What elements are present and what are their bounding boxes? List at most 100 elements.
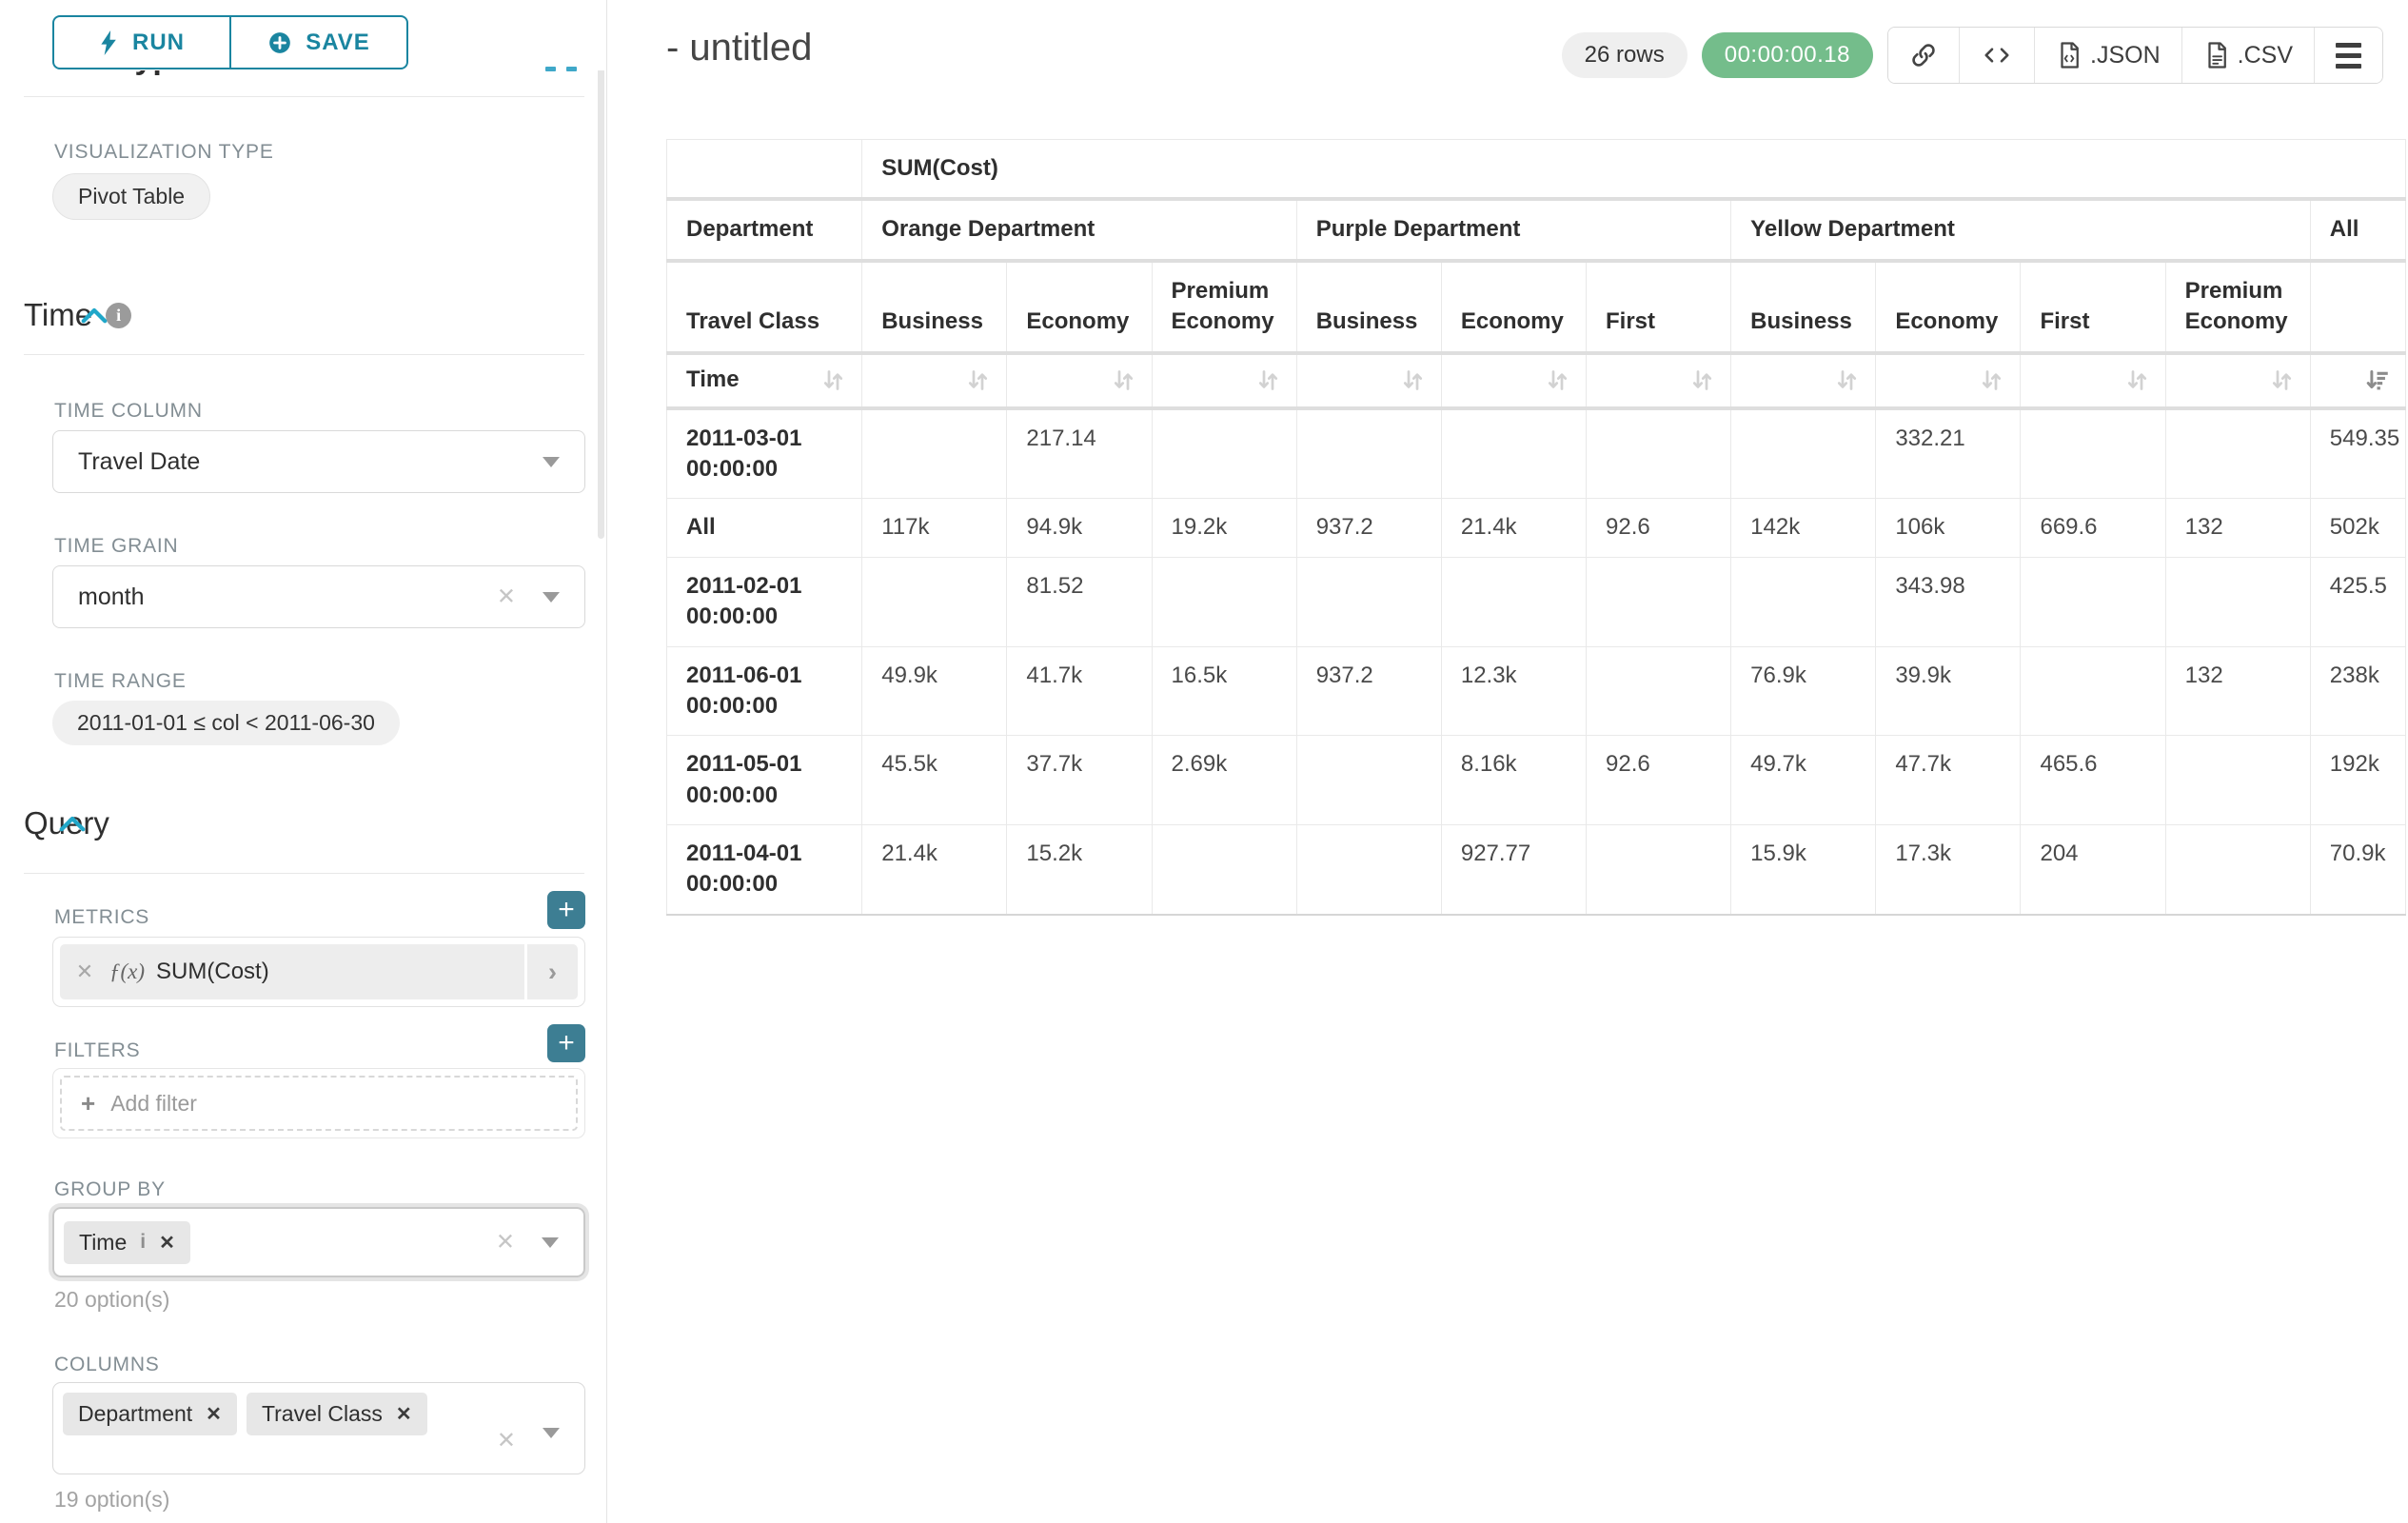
pivot-cell — [1295, 407, 1442, 500]
sort-icon[interactable] — [820, 367, 846, 393]
sidebar-scrollbar[interactable] — [598, 6, 604, 539]
sort-icon[interactable] — [1545, 367, 1570, 393]
copy-link-button[interactable] — [1888, 28, 1961, 83]
pivot-sort-cell-active[interactable] — [2309, 352, 2407, 410]
pivot-cell: 39.9k — [1875, 645, 2022, 737]
clear-icon[interactable]: ✕ — [496, 1428, 516, 1454]
columns-tag[interactable]: Department ✕ — [63, 1393, 237, 1435]
columns-tag[interactable]: Travel Class ✕ — [246, 1393, 427, 1435]
pivot-cell — [1730, 407, 1877, 500]
time-range-pill[interactable]: 2011-01-01 ≤ col < 2011-06-30 — [52, 701, 400, 745]
sort-icon[interactable] — [1400, 367, 1426, 393]
sort-icon[interactable] — [1834, 367, 1860, 393]
pivot-cell — [1440, 407, 1588, 500]
pivot-corner-empty — [665, 139, 863, 202]
time-grain-select[interactable]: month ✕ — [52, 565, 585, 628]
pivot-row: All 117k 94.9k 19.2k 937.2 21.4k 92.6 142k 106k 6… — [665, 498, 2407, 558]
run-button[interactable]: RUN — [52, 15, 230, 69]
pivot-cell: 94.9k — [1006, 498, 1153, 558]
pivot-cell: 343.98 — [1875, 556, 2022, 647]
pivot-sort-cell[interactable] — [1585, 352, 1732, 410]
pivot-sort-cell[interactable] — [1295, 352, 1442, 410]
add-filter-button[interactable]: + — [547, 1024, 585, 1062]
pivot-cell: 45.5k — [861, 735, 1008, 826]
pivot-sort-cell[interactable] — [1006, 352, 1153, 410]
columns-select[interactable]: Department ✕ Travel Class ✕ ✕ — [52, 1382, 585, 1474]
pivot-sort-cell[interactable] — [1440, 352, 1588, 410]
pivot-cell: 425.5 — [2309, 556, 2407, 647]
export-csv-button[interactable]: .CSV — [2181, 28, 2315, 83]
pivot-sort-cell[interactable] — [861, 352, 1008, 410]
sort-icon[interactable] — [1689, 367, 1715, 393]
clipped-control-fragment — [566, 67, 577, 71]
pivot-time-header[interactable]: Time — [665, 352, 863, 410]
remove-tag-icon[interactable]: ✕ — [206, 1404, 222, 1425]
query-section-header[interactable]: Query — [24, 805, 109, 841]
pivot-cell: 15.9k — [1730, 824, 1877, 916]
pivot-cell: 41.7k — [1006, 645, 1153, 737]
time-column-select[interactable]: Travel Date — [52, 430, 585, 493]
chevron-down-icon — [543, 457, 560, 467]
sort-desc-icon[interactable] — [2364, 367, 2390, 393]
pivot-cell — [2020, 407, 2166, 500]
save-button[interactable]: SAVE — [230, 15, 408, 69]
divider — [24, 354, 584, 355]
pivot-col-class: Business — [1295, 260, 1442, 355]
sort-icon[interactable] — [2269, 367, 2295, 393]
pivot-cell: 21.4k — [1440, 498, 1588, 558]
pivot-cell: 92.6 — [1585, 735, 1732, 826]
pivot-cell: 21.4k — [861, 824, 1008, 916]
sort-icon[interactable] — [2124, 367, 2150, 393]
group-by-tag[interactable]: Time i ✕ — [64, 1220, 190, 1264]
clear-icon[interactable]: ✕ — [495, 1229, 515, 1256]
time-section-header[interactable]: Time i — [24, 297, 132, 333]
pivot-cell: 669.6 — [2020, 498, 2166, 558]
plus-icon: + — [81, 1088, 96, 1118]
info-icon: i — [106, 302, 132, 328]
pivot-col-class: Business — [1730, 260, 1877, 355]
remove-tag-icon[interactable]: ✕ — [159, 1232, 175, 1254]
chart-title[interactable]: - untitled — [666, 27, 813, 69]
time-range-label: TIME RANGE — [54, 670, 187, 692]
visualization-type-pill[interactable]: Pivot Table — [52, 173, 211, 220]
pivot-sort-cell[interactable] — [2020, 352, 2166, 410]
pivot-col-group: Purple Department — [1295, 198, 1732, 263]
add-metric-button[interactable]: + — [547, 891, 585, 929]
more-menu-button[interactable] — [2315, 28, 2382, 83]
metric-chip[interactable]: ✕ ƒ(x) SUM(Cost) › — [60, 944, 578, 999]
pivot-sort-cell[interactable] — [1875, 352, 2022, 410]
pivot-cell — [2164, 556, 2311, 647]
pivot-col-class: Premium Economy — [2164, 260, 2311, 355]
pivot-cell — [1151, 556, 1297, 647]
pivot-cell — [1585, 645, 1732, 737]
remove-tag-icon[interactable]: ✕ — [395, 1404, 412, 1425]
export-json-button[interactable]: .JSON — [2035, 28, 2182, 83]
sort-icon[interactable] — [1255, 367, 1281, 393]
sort-icon[interactable] — [965, 367, 991, 393]
pivot-col-class: Economy — [1006, 260, 1153, 355]
pivot-cell: 47.7k — [1875, 735, 2022, 826]
chevron-right-icon[interactable]: › — [524, 944, 578, 999]
embed-code-button[interactable] — [1960, 28, 2036, 83]
chevron-up-icon[interactable] — [58, 813, 87, 834]
pivot-cell: 217.14 — [1006, 407, 1153, 500]
time-column-label: TIME COLUMN — [54, 400, 203, 422]
pivot-cell: 19.2k — [1151, 498, 1297, 558]
pivot-sort-cell[interactable] — [1151, 352, 1297, 410]
pivot-col-class: Economy — [1440, 260, 1588, 355]
pivot-cell — [2164, 407, 2311, 500]
clear-icon[interactable]: ✕ — [496, 583, 516, 610]
csv-file-icon — [2208, 42, 2226, 69]
sort-icon[interactable] — [1979, 367, 2004, 393]
pivot-col-class: First — [1585, 260, 1732, 355]
group-by-select[interactable]: Time i ✕ ✕ — [52, 1207, 585, 1277]
remove-metric-icon[interactable]: ✕ — [75, 959, 94, 983]
pivot-cell: 332.21 — [1875, 407, 2022, 500]
pivot-cell — [1295, 556, 1442, 647]
info-icon: i — [140, 1231, 147, 1253]
pivot-sort-cell[interactable] — [2164, 352, 2311, 410]
chevron-up-icon[interactable] — [80, 305, 109, 326]
add-filter-dropzone[interactable]: + Add filter — [60, 1076, 578, 1131]
sort-icon[interactable] — [1111, 367, 1136, 393]
pivot-sort-cell[interactable] — [1730, 352, 1877, 410]
